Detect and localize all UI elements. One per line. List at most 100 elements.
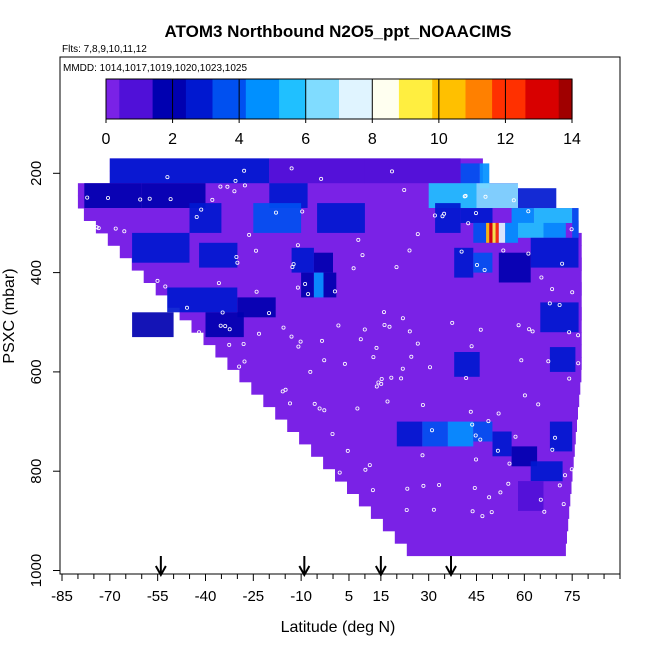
observation-dot [480,514,485,519]
heat-cell [132,312,174,338]
observation-dot [122,229,127,234]
colorbar-stripe [352,79,360,119]
observation-dot [283,387,288,392]
observation-dot [570,290,575,295]
colorbar-stripe [285,79,293,119]
colorbar-tick-label: 2 [168,131,177,148]
heat-background-row [347,481,572,494]
colorbar-stripe [106,79,114,119]
colorbar-stripe [325,79,333,119]
observation-dot [163,284,168,289]
observation-dot [495,448,500,453]
y-tick-label: 200 [28,161,45,186]
observation-dot [242,183,247,188]
colorbar-stripe [305,79,313,119]
colorbar-stripe [418,79,427,119]
observation-dot [319,338,324,343]
observation-dot [362,327,367,332]
heat-cell [447,421,474,447]
heat-cell [511,208,534,223]
colorbar-stripe [432,79,440,119]
observation-dot [332,289,337,294]
observation-dot [233,178,238,183]
colorbar-tick-label: 14 [563,131,581,148]
observation-dot [345,448,350,453]
colorbar-stripe [312,79,320,119]
observation-dot [567,376,572,381]
heat-background-row [323,456,574,470]
observation-dot [330,431,335,436]
observation-dot [522,393,527,398]
observation-dot [466,221,471,226]
observation-dot [210,197,215,202]
heat-cell [498,252,531,283]
x-tick-label: -10 [290,588,312,605]
heat-cell [460,163,480,184]
observation-dot [242,168,247,173]
heat-cell [543,222,566,238]
observation-dot [464,375,469,380]
heat-cell [495,222,499,243]
colorbar-stripe [292,79,300,119]
heat-cell [317,203,365,233]
colorbar-stripe [545,79,553,119]
colorbar-stripe [265,79,274,119]
colorbar-stripe [165,79,174,119]
heat-cell [492,431,512,457]
observation-dot [470,509,475,514]
x-tick-label: -70 [99,588,121,605]
observation-dot [507,461,512,466]
heat-cell [473,421,493,442]
colorbar-stripe [139,79,147,119]
colorbar-stripe [172,79,180,119]
observation-dot [557,302,562,307]
colorbar-stripe [159,79,167,119]
x-tick-label: 75 [564,588,581,605]
colorbar-stripe [199,79,207,119]
observation-dot [336,323,341,328]
observation-dot [473,457,478,462]
heat-cell [291,247,314,273]
colorbar-stripe [252,79,260,119]
heat-background-row [275,406,578,420]
observation-dot [478,437,483,442]
observation-dot [356,237,361,242]
observation-dot [298,339,303,344]
observation-dot [432,213,437,218]
observation-dot [273,210,278,215]
colorbar-stripe [405,79,413,119]
observation-dot [96,226,101,231]
colorbar-stripe [245,79,254,119]
observation-dot [232,189,237,194]
colorbar-stripe [445,79,453,119]
flight-marker-arrow [154,556,167,578]
colorbar: 0 2 4 6 8 10 12 14 [102,78,581,148]
observation-dot [546,359,551,364]
colorbar-stripe [558,79,566,119]
observation-dot [429,428,434,433]
heat-cell [132,232,190,263]
observation-dot [367,463,372,468]
heat-background-row [358,493,571,507]
x-tick-label: 5 [345,588,353,605]
flights-label: Flts: 7,8,9,10,11,12 [62,44,147,55]
observation-dot [351,266,356,271]
observation-dot [322,408,327,413]
colorbar-stripe [345,79,353,119]
colorbar-stripe [552,79,560,119]
heat-cell [530,237,579,268]
chart-title: ATOM3 Northbound N2O5_ppt_NOAACIMS [165,22,512,41]
observation-dot [281,325,286,330]
colorbar-stripe [492,79,500,119]
heat-cell [505,222,518,243]
colorbar-stripe [145,79,154,119]
observation-dot [420,402,425,407]
observation-dot [355,406,360,411]
observation-dot [561,502,566,507]
observation-dot [363,467,368,472]
heat-cell [253,203,302,233]
observation-dot [487,495,492,500]
heat-background-row [382,518,569,532]
flight-marker-arrow [374,556,387,578]
observation-dot [389,169,394,174]
